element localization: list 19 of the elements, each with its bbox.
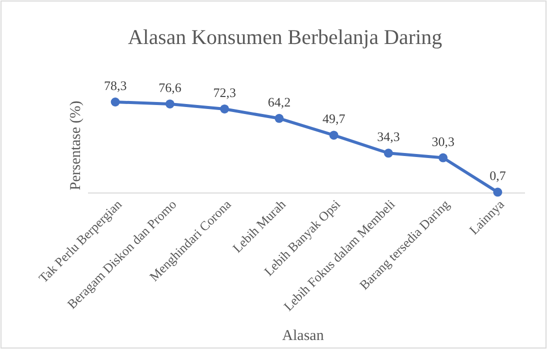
y-axis-title: Persentase (%) [68,100,84,190]
x-axis-title: Alasan [282,328,324,344]
point [220,104,230,114]
chart-title: Alasan Konsumen Berbelanja Daring [128,25,443,49]
point [165,99,174,108]
point [274,114,284,123]
point [438,153,448,162]
point [329,130,338,140]
data-label: 72,3 [213,84,236,100]
data-label: 78,3 [104,78,127,93]
data-label: 34,3 [377,129,400,144]
data-label: 30,3 [432,134,454,149]
data-label: 49,7 [322,111,346,126]
point [384,148,393,158]
point [110,98,120,106]
data-label: 76,6 [158,80,182,95]
point [493,188,502,197]
data-label: 0,7 [490,168,506,184]
data-label: 64,2 [268,94,291,110]
